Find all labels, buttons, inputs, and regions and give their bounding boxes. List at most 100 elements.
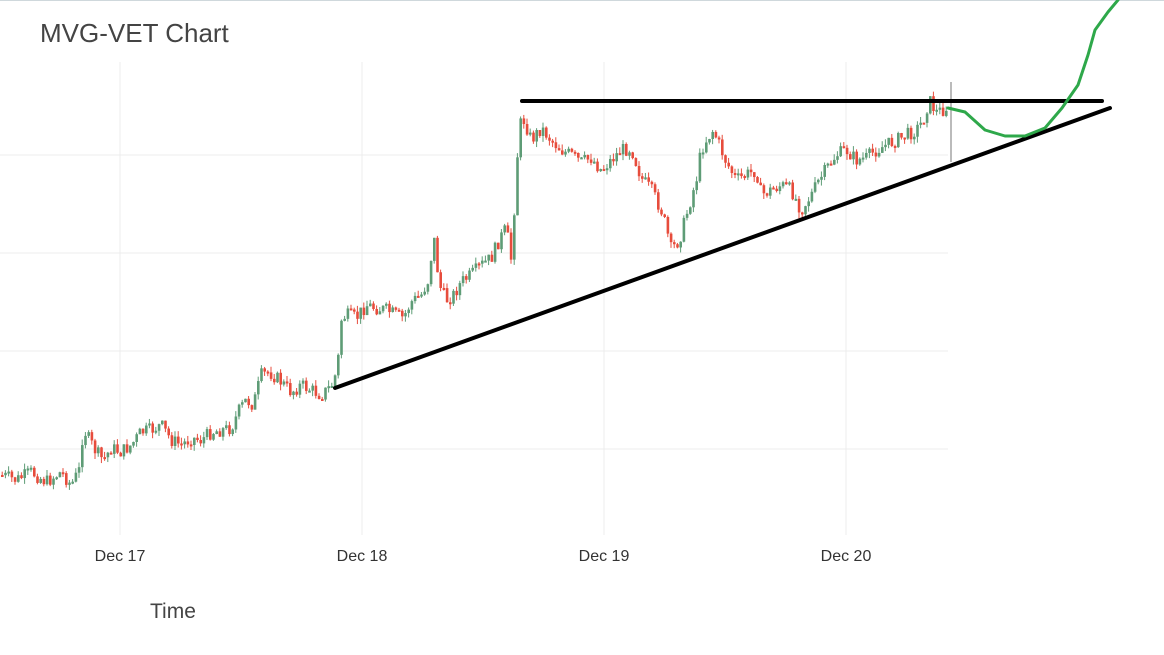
candle-84 [269,372,273,379]
chart-title: MVG-VET Chart [40,18,229,48]
candle-130 [417,295,420,298]
candle-293 [938,107,942,110]
candle-235 [753,172,756,178]
candle-98 [314,385,318,396]
candle-250 [801,212,804,215]
candle-142 [455,290,458,296]
candle-290 [929,96,932,114]
candle-117 [375,308,378,315]
candle-151 [484,260,487,263]
candle-246 [788,182,791,185]
candle-278 [890,137,894,146]
candle-0 [1,475,4,477]
candle-264 [845,147,849,155]
candle-35 [113,444,116,454]
candle-210 [673,242,676,245]
candle-99 [317,395,321,399]
candle-82 [263,368,266,372]
candle-232 [743,176,746,179]
candle-177 [567,148,570,152]
candle-228 [730,166,734,174]
candle-46 [148,423,151,426]
candle-60 [193,437,196,445]
candle-170 [545,127,548,138]
candle-266 [852,151,855,160]
candle-225 [721,139,724,156]
candle-273 [874,152,878,157]
candle-78 [250,405,254,410]
candle-11 [36,476,39,483]
candle-168 [538,130,542,136]
candle-233 [746,169,750,178]
candle-185 [593,161,596,164]
candle-121 [388,303,391,313]
candle-104 [333,375,337,386]
candle-74 [237,404,241,417]
candle-215 [689,207,692,214]
candle-143 [458,283,462,296]
candle-211 [676,244,679,248]
candle-119 [381,305,385,312]
candle-134 [429,260,433,285]
candle-44 [141,428,145,434]
candle-169 [541,127,545,136]
candle-140 [449,302,452,305]
candle-181 [580,157,583,160]
candle-56 [180,443,183,446]
candle-261 [836,156,839,160]
candle-87 [279,372,282,385]
candle-292 [935,109,938,112]
candle-24 [77,467,81,473]
candle-85 [273,378,276,383]
candle-166 [532,132,535,142]
candle-146 [468,270,471,280]
candle-258 [826,163,830,166]
candle-241 [772,187,775,190]
x-tick-label: Dec 19 [579,548,630,565]
candle-10 [33,467,36,477]
candle-20 [65,473,68,485]
candle-236 [756,177,759,183]
candle-107 [343,318,346,321]
candle-30 [97,447,100,454]
candle-120 [385,303,388,306]
candle-83 [266,371,270,374]
candle-154 [493,242,497,262]
candle-128 [410,301,414,310]
candle-216 [692,190,695,208]
candle-28 [90,432,94,441]
candle-36 [116,444,119,453]
candle-165 [529,132,532,135]
candle-53 [170,435,174,446]
candle-16 [52,478,55,485]
candle-90 [289,383,292,396]
candle-97 [311,385,314,391]
candle-93 [298,383,302,395]
candle-57 [183,441,186,445]
candle-248 [794,198,798,201]
candle-113 [362,307,366,316]
trend-overlays [333,0,1120,390]
candle-212 [679,241,682,248]
candle-51 [164,420,167,429]
candle-173 [554,142,558,149]
candle-66 [212,434,215,440]
candle-223 [714,131,718,138]
candle-33 [106,452,110,458]
candle-148 [474,263,478,268]
candle-71 [228,425,231,435]
candle-95 [305,380,308,391]
candle-55 [177,436,180,444]
candle-2 [7,471,10,474]
candle-41 [132,441,135,446]
candle-63 [202,437,206,444]
candle-184 [589,159,593,163]
candle-206 [660,209,663,215]
candle-238 [762,185,766,194]
candle-204 [653,184,657,193]
candle-209 [669,233,673,243]
candle-279 [893,145,897,148]
candle-171 [548,137,551,141]
candle-153 [490,254,494,262]
candle-194 [621,143,625,155]
